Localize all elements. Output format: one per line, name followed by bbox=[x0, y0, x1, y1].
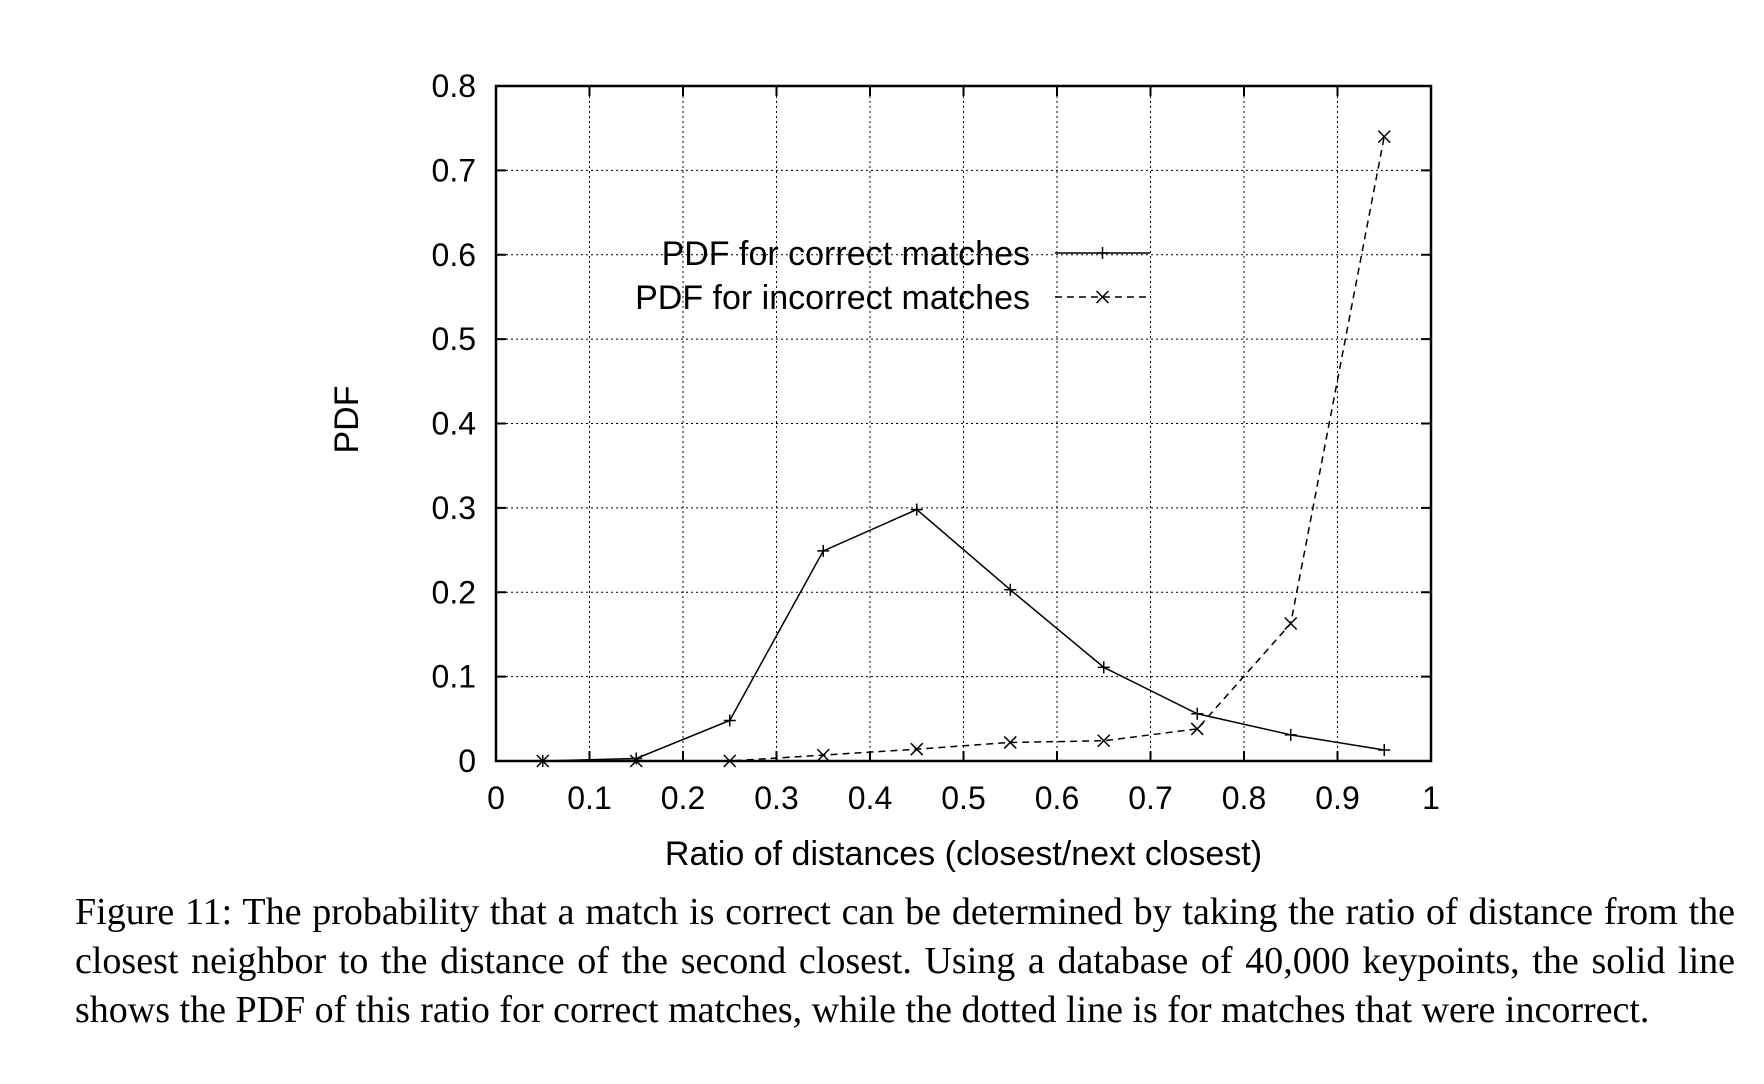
x-tick-label: 0.4 bbox=[848, 780, 892, 816]
series-lines bbox=[536, 130, 1391, 768]
data-point-incorrect bbox=[910, 742, 924, 756]
x-tick-label: 0.7 bbox=[1128, 780, 1172, 816]
y-tick-label: 0.4 bbox=[432, 406, 476, 442]
y-tick-label: 0.2 bbox=[432, 574, 476, 610]
data-point-incorrect bbox=[1097, 734, 1111, 748]
y-tick-label: 0.5 bbox=[432, 321, 476, 357]
legend-marker bbox=[1096, 247, 1109, 259]
data-point-incorrect bbox=[1284, 616, 1298, 630]
legend: PDF for correct matches PDF for incorrect… bbox=[635, 235, 1150, 317]
data-point-incorrect bbox=[723, 754, 737, 768]
figure-caption: Figure 11: The probability that a match … bbox=[75, 891, 1735, 1031]
data-point-correct bbox=[723, 714, 736, 727]
y-axis-ticks: 0 0.1 0.2 0.3 0.4 0.5 0.6 0.7 0.8 bbox=[432, 68, 1431, 779]
x-tick-label: 0 bbox=[487, 780, 505, 816]
data-point-correct bbox=[1284, 728, 1297, 741]
data-point-incorrect bbox=[1003, 735, 1017, 749]
y-tick-label: 0.7 bbox=[432, 152, 476, 188]
data-point-correct bbox=[910, 503, 923, 516]
legend-entry-correct: PDF for correct matches bbox=[662, 235, 1150, 273]
x-tick-label: 0.5 bbox=[941, 780, 985, 816]
data-point-incorrect bbox=[536, 754, 550, 768]
y-tick-label: 0.3 bbox=[432, 490, 476, 526]
legend-label: PDF for incorrect matches bbox=[635, 279, 1030, 317]
x-tick-label: 0.1 bbox=[567, 780, 611, 816]
x-axis-ticks: 0 0.1 0.2 0.3 0.4 0.5 0.6 0.7 0.8 0.9 1 bbox=[487, 86, 1440, 816]
x-tick-label: 0.6 bbox=[1035, 780, 1079, 816]
data-point-correct bbox=[1097, 661, 1110, 674]
y-tick-label: 0.6 bbox=[432, 237, 476, 273]
legend-entry-incorrect: PDF for incorrect matches bbox=[635, 279, 1150, 317]
y-axis-label: PDF bbox=[328, 386, 366, 454]
x-tick-label: 0.3 bbox=[754, 780, 798, 816]
x-tick-label: 0.9 bbox=[1315, 780, 1359, 816]
data-point-correct bbox=[1004, 583, 1017, 596]
data-point-correct bbox=[817, 544, 830, 557]
legend-label: PDF for correct matches bbox=[662, 235, 1030, 273]
data-point-incorrect bbox=[1190, 722, 1204, 736]
data-point-correct bbox=[1191, 707, 1204, 720]
y-tick-label: 0 bbox=[458, 743, 476, 779]
data-point-correct bbox=[630, 752, 643, 765]
x-axis-label: Ratio of distances (closest/next closest… bbox=[665, 835, 1262, 873]
x-tick-label: 0.8 bbox=[1222, 780, 1266, 816]
data-point-incorrect bbox=[629, 754, 643, 768]
data-point-incorrect bbox=[1377, 130, 1391, 144]
series-line-correct bbox=[542, 508, 1385, 762]
grid bbox=[496, 86, 1431, 761]
pdf-ratio-chart: 0 0.1 0.2 0.3 0.4 0.5 0.6 0.7 0.8 0.9 1 0 0.1 0.2 0.3… bbox=[328, 68, 1440, 873]
x-tick-label: 0.2 bbox=[661, 780, 705, 816]
y-tick-label: 0.1 bbox=[432, 659, 476, 695]
x-tick-label: 1 bbox=[1422, 780, 1440, 816]
data-point-correct bbox=[1378, 744, 1391, 757]
y-tick-label: 0.8 bbox=[432, 68, 476, 104]
data-point-incorrect bbox=[816, 748, 830, 762]
series-line-incorrect bbox=[542, 136, 1385, 762]
legend-marker bbox=[1095, 290, 1110, 304]
